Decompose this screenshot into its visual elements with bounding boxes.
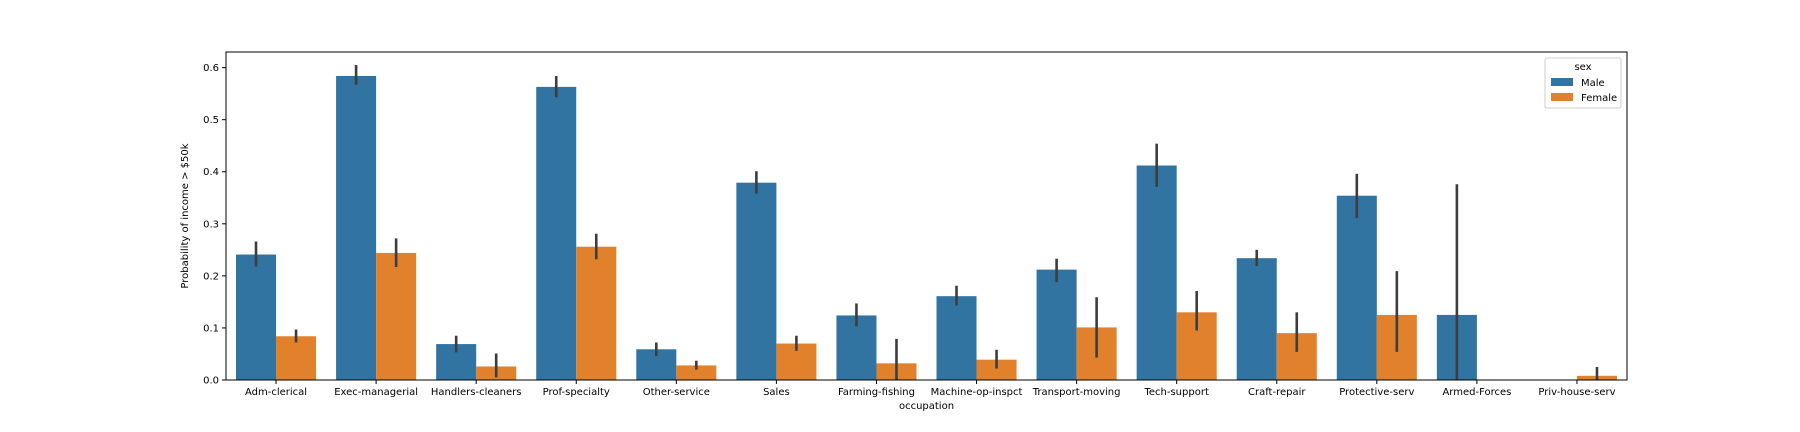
legend-entries: Male Female [1551,78,1617,104]
x-tick-label: Other-service [643,387,710,398]
x-axis-label: occupation [899,401,954,412]
x-axis: Adm-clerical Exec-managerial Handlers-clea… [245,380,1616,398]
x-tick-label: Sales [763,387,790,398]
bar-female-machine-op-inspct [976,359,1017,380]
y-tick-label: 0.5 [203,115,219,126]
bar-female-other-service [676,365,717,380]
legend-swatch-male [1551,78,1573,86]
bar-male-prof-specialty [536,86,577,380]
y-tick-label: 0.4 [203,167,219,178]
legend: sex Male Female [1544,57,1622,109]
x-tick-label: Adm-clerical [245,387,307,398]
legend-swatch-female [1551,93,1573,101]
x-tick-label: Priv-house-serv [1538,387,1615,398]
y-tick-label: 0.0 [203,376,219,387]
x-tick-label: Prof-specialty [543,387,610,398]
bar-male-protective-serv [1336,195,1377,380]
bar-female-exec-managerial [376,252,417,380]
legend-title: sex [1574,62,1591,73]
bar-female-prof-specialty [576,246,617,380]
bar-male-exec-managerial [336,75,377,380]
bar-male-machine-op-inspct [936,296,977,380]
plot-frame [225,51,1628,381]
y-tick-label: 0.6 [203,63,219,74]
x-tick-label: Farming-fishing [838,387,915,398]
error-bars-layer [254,65,1599,380]
y-axis: 0.0 0.1 0.2 0.3 0.4 0.5 0.6 [203,63,226,387]
legend-label-female: Female [1581,93,1617,104]
x-tick-label: Transport-moving [1032,387,1121,398]
bar-male-adm-clerical [236,254,277,380]
x-tick-label: Exec-managerial [334,387,418,398]
y-tick-label: 0.2 [203,271,219,282]
x-tick-label: Handlers-cleaners [431,387,522,398]
x-tick-label: Protective-serv [1339,387,1414,398]
x-tick-label: Tech-support [1143,387,1208,398]
bar-male-tech-support [1136,165,1177,380]
bar-female-adm-clerical [276,336,317,380]
legend-label-male: Male [1581,78,1605,89]
y-tick-label: 0.1 [203,323,219,334]
y-axis-label: Probability of income > $50k [180,143,191,288]
y-tick-label: 0.3 [203,219,219,230]
bar-male-transport-moving [1036,269,1077,380]
bars-layer [236,75,1617,380]
x-tick-label: Craft-repair [1248,387,1306,398]
x-tick-label: Machine-op-inspct [931,387,1023,398]
bar-male-craft-repair [1236,258,1277,380]
x-tick-label: Armed-Forces [1442,387,1511,398]
bar-male-sales [736,182,777,380]
